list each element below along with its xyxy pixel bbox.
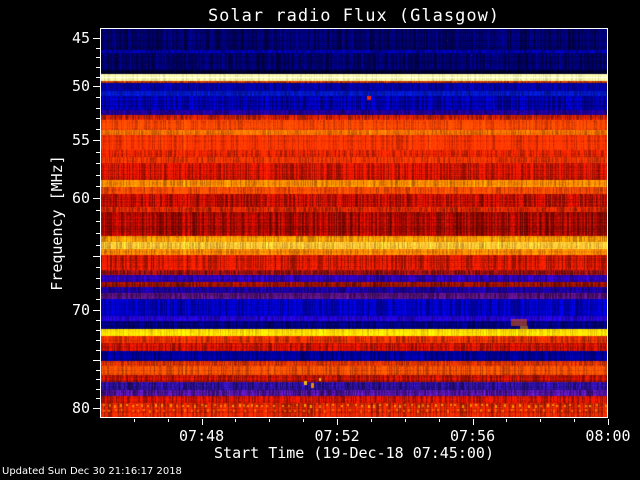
y-minor-tick	[96, 277, 100, 279]
x-minor-tick	[167, 419, 169, 422]
y-tick-label: 60	[71, 189, 90, 208]
x-minor-tick	[506, 419, 508, 422]
x-minor-tick	[404, 419, 406, 422]
y-axis-label: Frequency [MHz]	[48, 155, 66, 291]
plot-area	[100, 28, 608, 418]
x-tick-label: 07:56	[449, 427, 496, 445]
x-tick-label: 07:48	[179, 427, 225, 445]
y-minor-tick	[96, 174, 100, 176]
y-minor-tick	[96, 151, 100, 153]
x-minor-tick	[303, 419, 305, 422]
y-minor-tick	[96, 76, 100, 78]
x-tick-label: 07:52	[314, 427, 360, 445]
updated-timestamp: Updated Sun Dec 30 21:16:17 2018	[2, 466, 182, 477]
y-minor-tick	[96, 57, 100, 59]
x-major-tick	[608, 419, 609, 425]
y-minor-tick	[96, 350, 100, 352]
y-minor-tick	[96, 96, 100, 98]
y-tick-label: 80	[71, 398, 90, 417]
y-major-tick	[93, 198, 100, 200]
y-minor-tick	[96, 340, 100, 342]
y-major-tick	[93, 309, 100, 311]
y-minor-tick	[96, 221, 100, 223]
y-minor-tick	[96, 320, 100, 322]
y-minor-tick	[96, 330, 100, 332]
x-minor-tick	[574, 419, 576, 422]
page-title: Solar radio Flux (Glasgow)	[207, 6, 501, 26]
y-major-tick	[93, 360, 100, 362]
x-minor-tick	[133, 419, 135, 422]
y-minor-tick	[96, 369, 100, 371]
y-minor-tick	[96, 209, 100, 211]
x-minor-tick	[540, 419, 542, 422]
x-axis-label: Start Time (19-Dec-18 07:45:00)	[214, 444, 494, 462]
x-tick-label: 08:00	[585, 427, 631, 445]
y-tick-label: 50	[71, 77, 90, 96]
y-minor-tick	[96, 232, 100, 234]
y-minor-tick	[96, 244, 100, 246]
y-minor-tick	[96, 118, 100, 120]
x-major-tick	[472, 419, 474, 425]
x-major-tick	[201, 419, 203, 425]
x-major-tick	[337, 419, 339, 425]
y-minor-tick	[96, 398, 100, 400]
y-tick-label: 45	[71, 29, 90, 48]
y-major-tick	[93, 86, 100, 88]
x-minor-tick	[370, 419, 372, 422]
y-minor-tick	[96, 129, 100, 131]
y-minor-tick	[96, 299, 100, 301]
y-minor-tick	[96, 66, 100, 68]
y-major-tick	[93, 407, 100, 409]
x-minor-tick	[235, 419, 237, 422]
y-major-tick	[93, 256, 100, 258]
y-major-tick	[93, 38, 100, 40]
y-minor-tick	[96, 186, 100, 188]
y-minor-tick	[96, 266, 100, 268]
x-minor-tick	[438, 419, 440, 422]
y-minor-tick	[96, 388, 100, 390]
y-minor-tick	[96, 288, 100, 290]
y-minor-tick	[96, 107, 100, 109]
y-minor-tick	[96, 47, 100, 49]
spectrogram-canvas	[101, 29, 607, 417]
y-tick-label: 70	[71, 300, 90, 319]
x-minor-tick	[269, 419, 271, 422]
y-major-tick	[93, 139, 100, 141]
y-tick-label: 55	[71, 130, 90, 149]
y-minor-tick	[96, 163, 100, 165]
y-minor-tick	[96, 379, 100, 381]
